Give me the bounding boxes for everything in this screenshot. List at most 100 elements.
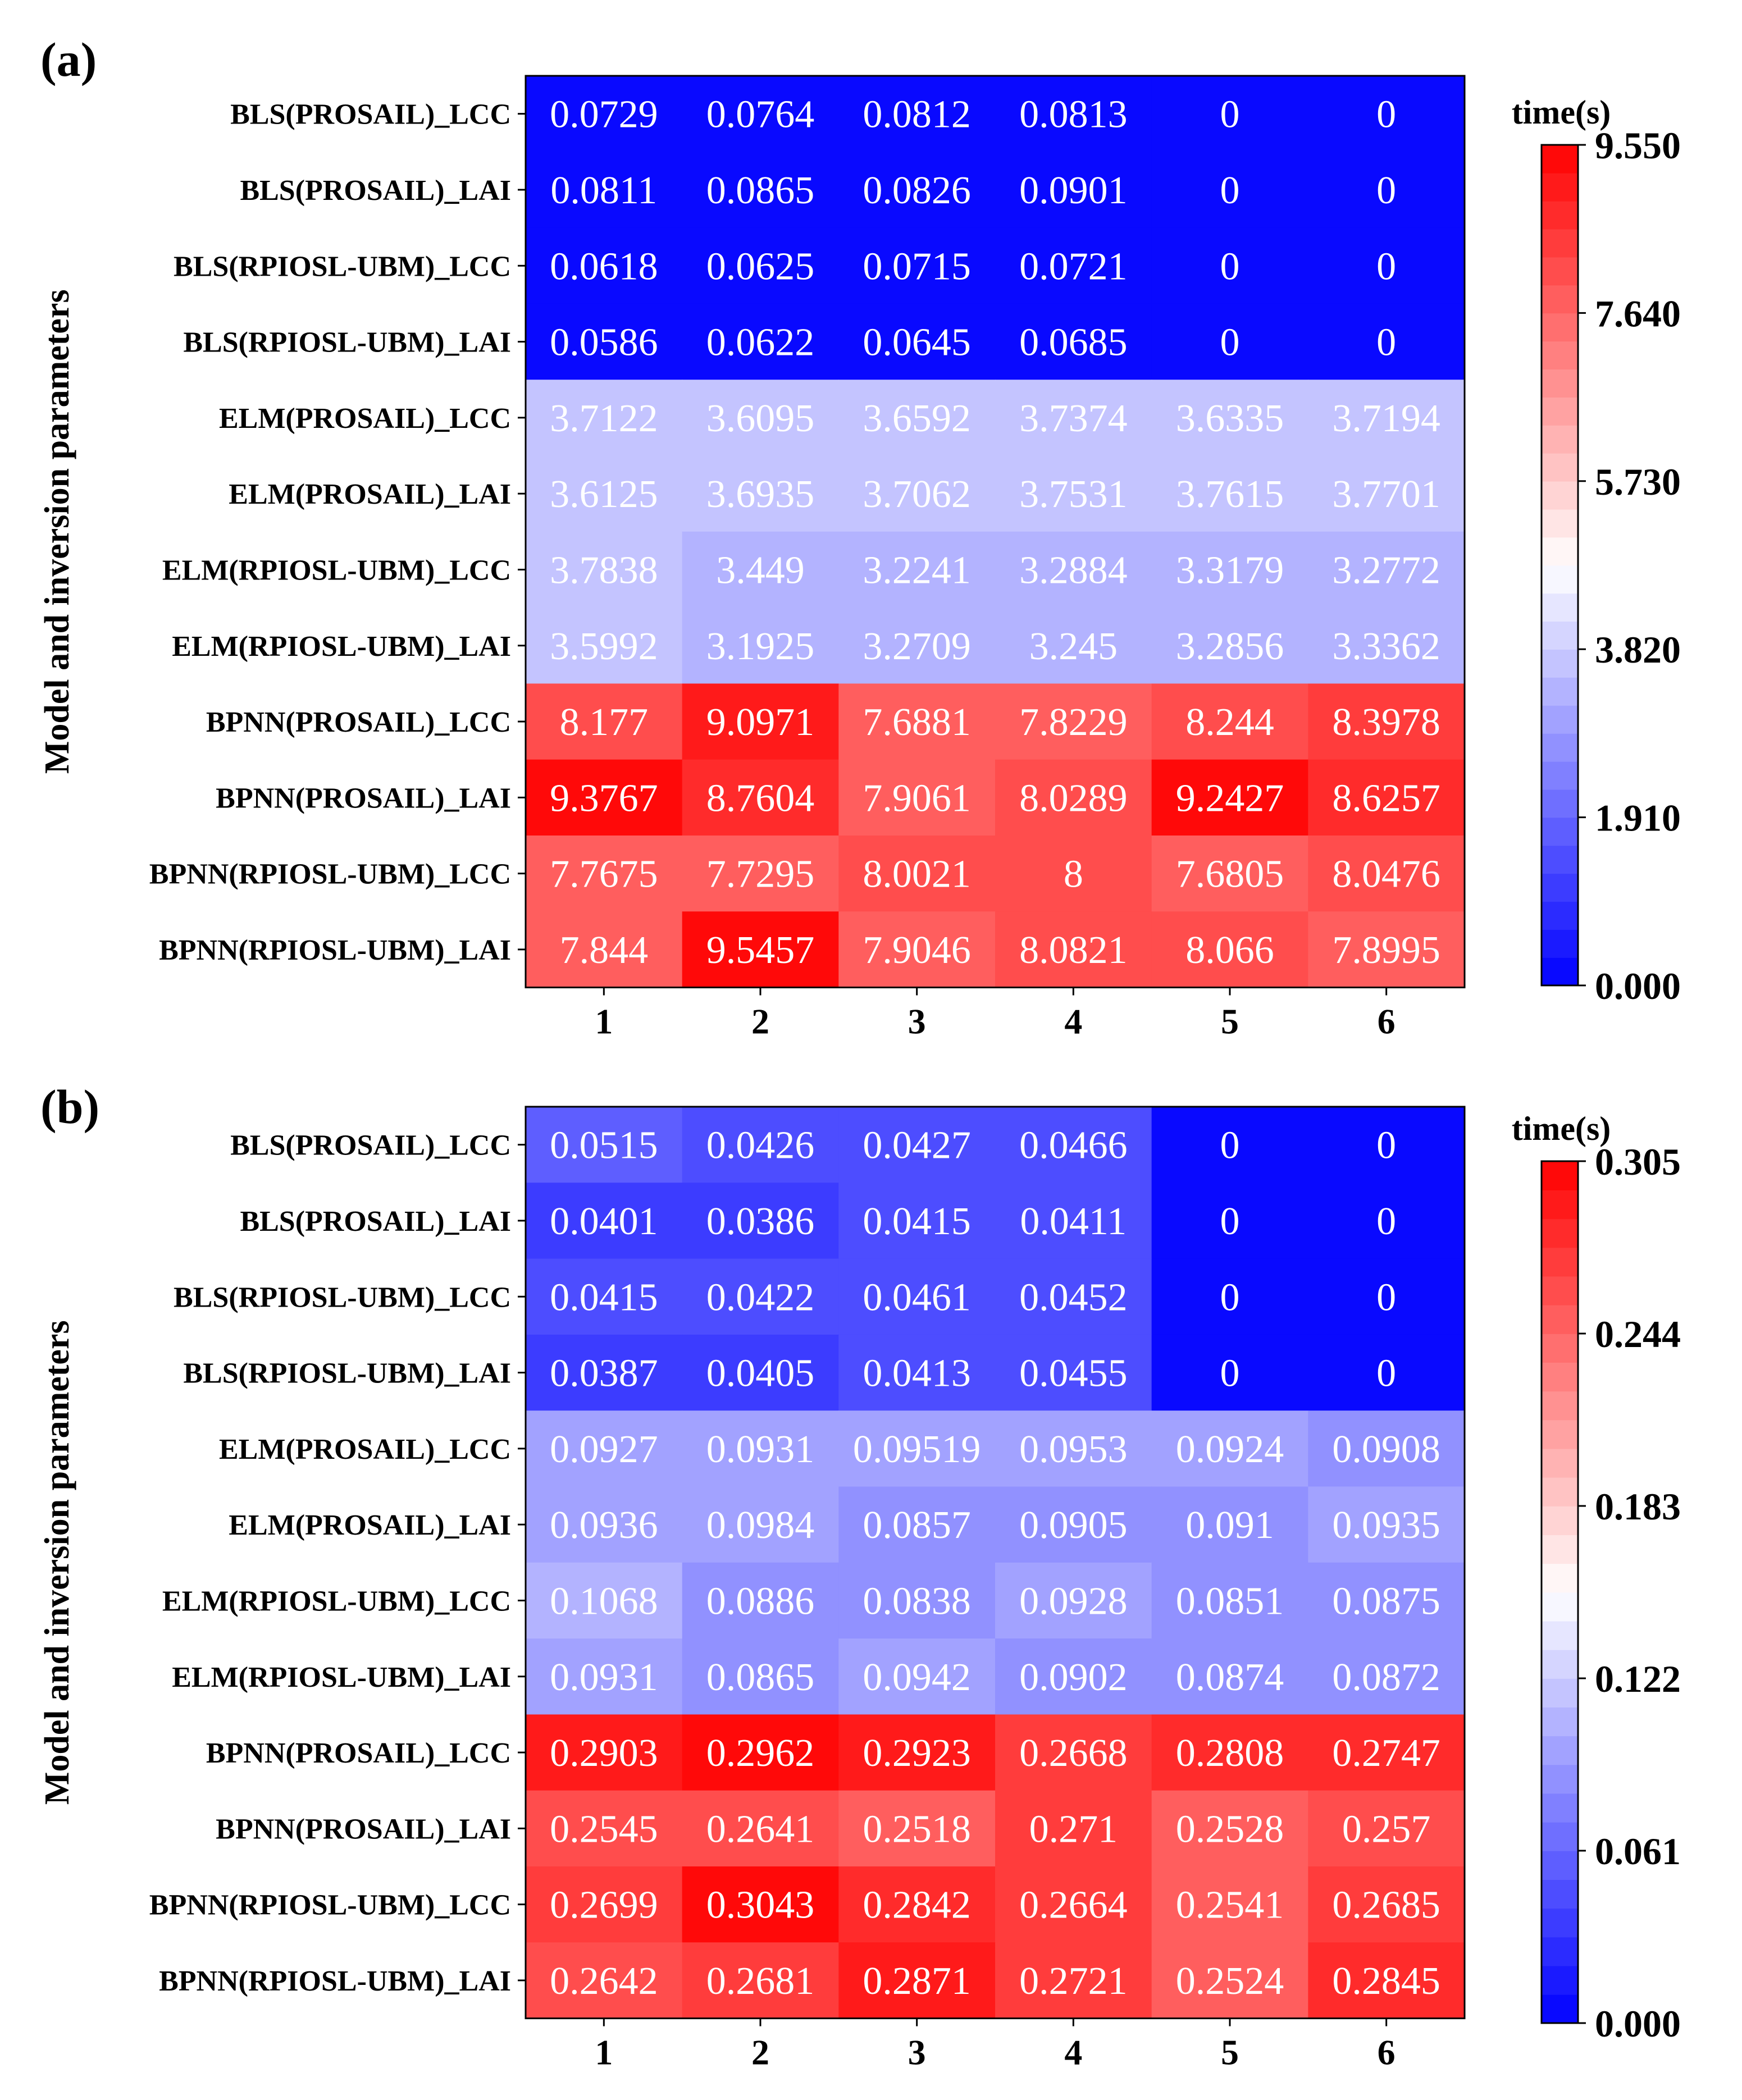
heatmap-cell	[995, 1410, 1152, 1487]
cell-value-label: 0	[1376, 1276, 1396, 1319]
colorbar-tick-label: 0.061	[1595, 1830, 1681, 1873]
heatmap-cell	[995, 1334, 1152, 1411]
cell-value-label: 0.2545	[550, 1807, 658, 1851]
y-tick-label: BPNN(PROSAIL)_LAI	[216, 1813, 511, 1845]
cell-value-label: 3.7374	[1019, 397, 1128, 440]
colorbar-segment	[1542, 957, 1578, 986]
cell-value-label: 0	[1376, 245, 1396, 288]
colorbar-segment	[1542, 817, 1578, 846]
heatmap-cell	[1151, 608, 1308, 684]
heatmap-cell	[995, 1866, 1152, 1943]
heatmap-cell	[526, 1638, 683, 1715]
colorbar-frame	[1540, 144, 1579, 987]
cell-value-label: 0.2845	[1332, 1960, 1440, 2003]
heatmap-cell	[838, 759, 996, 836]
heatmap-cell	[526, 1334, 683, 1411]
y-tick-label: ELM(PROSAIL)_LAI	[229, 1509, 511, 1541]
x-tick-label: 1	[595, 1002, 613, 1042]
heatmap-cell	[682, 1486, 839, 1563]
cell-value-label: 0	[1220, 1352, 1240, 1395]
heatmap-cell	[682, 1638, 839, 1715]
heatmap-cell	[1151, 1790, 1308, 1867]
heatmap-cell	[838, 380, 996, 456]
y-tick-label: BPNN(PROSAIL)_LCC	[206, 1737, 511, 1769]
cell-value-label: 0.0721	[1019, 245, 1128, 288]
cell-value-label: 0	[1376, 93, 1396, 136]
heatmap-cell	[838, 1942, 996, 2019]
heatmap-cell	[526, 380, 683, 456]
heatmap-cell	[682, 1866, 839, 1943]
heatmap-cell	[1151, 227, 1308, 304]
cell-value-label: 3.6095	[706, 397, 815, 440]
cell-value-label: 0	[1376, 1352, 1396, 1395]
cell-value-label: 8.0289	[1019, 777, 1128, 820]
heatmap-cell	[995, 759, 1152, 836]
heatmap-cell	[995, 227, 1152, 304]
colorbar-tick-label: 0.000	[1595, 2002, 1681, 2045]
cell-value-label: 0.0953	[1019, 1428, 1128, 1471]
cell-value-label: 0.2842	[863, 1884, 971, 1927]
colorbar-segment	[1542, 593, 1578, 622]
cell-value-label: 0.0618	[550, 245, 658, 288]
heatmap-cell	[1151, 1562, 1308, 1639]
cell-value-label: 0.2541	[1176, 1884, 1284, 1927]
cell-value-label: 7.7675	[550, 853, 658, 896]
heatmap-panel-b: (b) Model and inversion parameters 0.0515 0…	[38, 1080, 1681, 2072]
y-tick-label: BLS(RPIOSL-UBM)_LCC	[174, 1281, 511, 1313]
heatmap-cell	[526, 759, 683, 836]
heatmap-cell	[995, 1107, 1152, 1183]
cell-value-label: 0.271	[1029, 1807, 1118, 1851]
colorbar-segment	[1542, 1448, 1578, 1478]
cell-value-label: 0.0936	[550, 1504, 658, 1547]
heatmap-cell	[995, 455, 1152, 532]
heatmap-cell	[1308, 76, 1465, 152]
cell-value-label: 0.0902	[1019, 1656, 1128, 1699]
heatmap-cell	[995, 76, 1152, 152]
cell-value-label: 0.2903	[550, 1732, 658, 1775]
heatmap-cell	[1151, 531, 1308, 608]
colorbar-segment	[1542, 649, 1578, 678]
heatmap-frame	[525, 1106, 1466, 2020]
heatmap-cell	[682, 1258, 839, 1335]
colorbar-segment	[1542, 200, 1578, 230]
heatmap-cell	[838, 608, 996, 684]
heatmap-cell	[526, 836, 683, 912]
cell-value-label: 0.2699	[550, 1884, 658, 1927]
cell-value-label: 0.0812	[863, 93, 971, 136]
heatmap-cell	[526, 1942, 683, 2019]
cell-value-label: 0.0387	[550, 1352, 658, 1395]
x-tick-label: 2	[751, 1002, 769, 1042]
colorbar-segment	[1542, 1821, 1578, 1851]
heatmap-cell	[526, 1258, 683, 1335]
cell-value-label: 0.0905	[1019, 1504, 1128, 1547]
colorbar-segment	[1542, 257, 1578, 286]
heatmap-cell	[838, 455, 996, 532]
heatmap-cell	[682, 380, 839, 456]
colorbar-tick-label: 5.730	[1595, 460, 1681, 503]
y-tick-label: ELM(PROSAIL)_LCC	[219, 403, 511, 435]
cell-value-label: 0.0455	[1019, 1352, 1128, 1395]
y-tick-label: BLS(PROSAIL)_LAI	[240, 175, 511, 207]
y-tick-label: BLS(RPIOSL-UBM)_LCC	[174, 250, 511, 282]
x-tick-label: 5	[1221, 1002, 1239, 1042]
cell-value-label: 0.0984	[706, 1504, 815, 1547]
colorbar-segment	[1542, 1563, 1578, 1593]
cell-value-label: 0.2664	[1019, 1884, 1128, 1927]
colorbar-segment	[1542, 1736, 1578, 1765]
y-tick-label: BLS(PROSAIL)_LCC	[230, 99, 511, 131]
cell-value-label: 0.0685	[1019, 321, 1128, 364]
cell-value-label: 8.177	[560, 701, 649, 744]
heatmap-cell	[1151, 380, 1308, 456]
heatmap-cell	[1151, 1942, 1308, 2019]
colorbar-segment	[1542, 1592, 1578, 1622]
colorbar-segment	[1542, 369, 1578, 398]
cell-value-label: 7.6881	[863, 701, 971, 744]
colorbar-segment	[1542, 929, 1578, 958]
cell-value-label: 0.0931	[706, 1428, 815, 1471]
heatmap-cell	[526, 531, 683, 608]
y-tick-label: BLS(RPIOSL-UBM)_LAI	[183, 1358, 511, 1390]
cell-value-label: 8.066	[1185, 929, 1274, 972]
cell-value-label: 0.0901	[1019, 169, 1128, 212]
cell-value-label: 3.7615	[1176, 473, 1284, 516]
cell-value-label: 0.0931	[550, 1656, 658, 1699]
